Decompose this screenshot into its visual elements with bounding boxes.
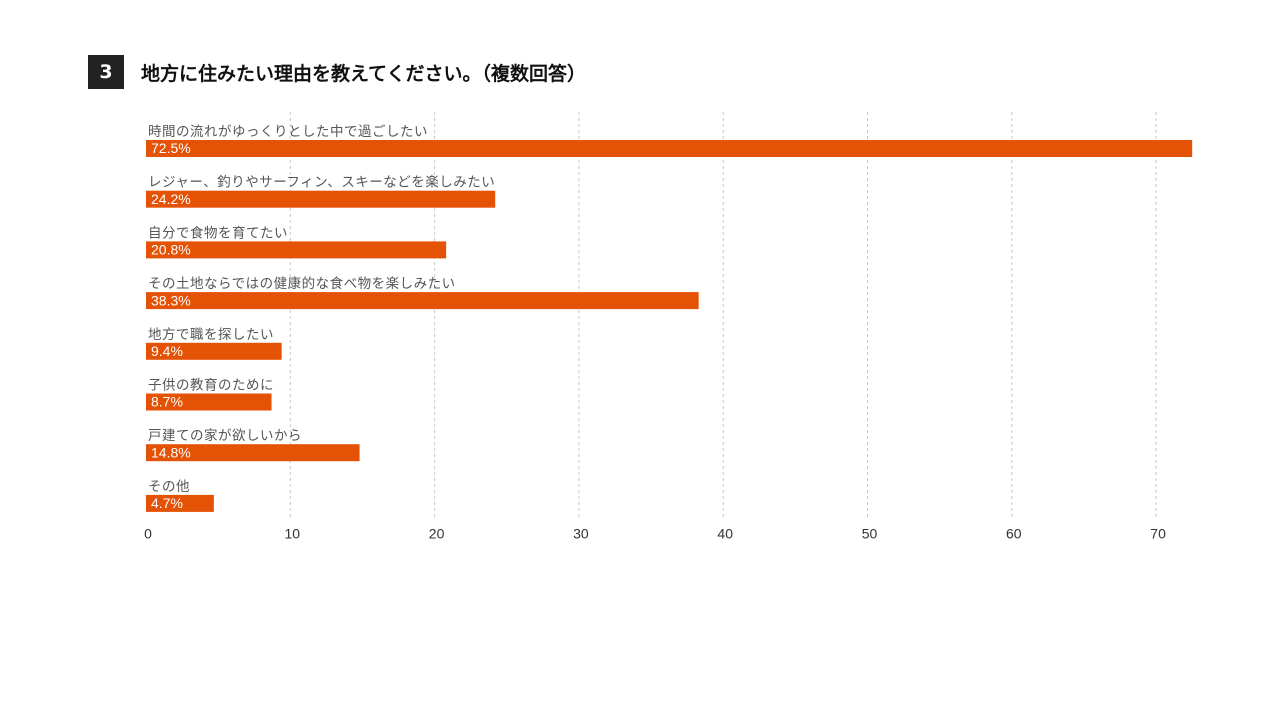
- bar: [146, 190, 496, 208]
- question-number-badge: 3: [88, 55, 124, 89]
- x-tick-label: 20: [429, 526, 445, 542]
- bar-value-label: 72.5%: [151, 140, 191, 156]
- bar: [146, 241, 447, 259]
- bar-value-label: 9.4%: [151, 343, 183, 359]
- bar: [146, 342, 282, 360]
- x-tick-label: 60: [1006, 526, 1022, 542]
- x-tick-label: 30: [573, 526, 589, 542]
- bar-value-label: 4.7%: [151, 495, 183, 511]
- category-label: 子供の教育のために: [148, 378, 274, 394]
- bar: [146, 444, 360, 462]
- x-tick-label: 50: [862, 526, 878, 542]
- category-label: 戸建ての家が欲しいから: [148, 427, 302, 444]
- bar-value-label: 24.2%: [151, 191, 191, 207]
- category-label: 地方で職を探したい: [148, 327, 274, 343]
- x-tick-label: 0: [144, 526, 152, 542]
- bar: [146, 292, 699, 310]
- bar: [146, 494, 214, 512]
- x-tick-label: 70: [1150, 526, 1166, 542]
- category-label: 自分で食物を育てたい: [148, 224, 288, 241]
- bar-value-label: 20.8%: [151, 242, 191, 258]
- x-tick-label: 10: [285, 526, 301, 542]
- bar: [146, 393, 272, 411]
- category-label: 時間の流れがゆっくりとした中で過ごしたい: [148, 124, 428, 140]
- category-label: その他: [148, 479, 190, 495]
- bar-value-label: 38.3%: [151, 292, 191, 308]
- bar-value-label: 8.7%: [151, 394, 183, 410]
- category-label: その土地ならではの健康的な食べ物を楽しみたい: [148, 275, 456, 292]
- bar: [146, 140, 1193, 157]
- x-tick-label: 40: [717, 526, 733, 542]
- bar-value-label: 14.8%: [151, 444, 191, 460]
- question-header: 3 地方に住みたい理由を教えてください。（複数回答）: [88, 55, 586, 89]
- question-title: 地方に住みたい理由を教えてください。（複数回答）: [141, 62, 586, 85]
- category-label: レジャー、釣りやサーフィン、スキーなどを楽しみたい: [148, 175, 495, 191]
